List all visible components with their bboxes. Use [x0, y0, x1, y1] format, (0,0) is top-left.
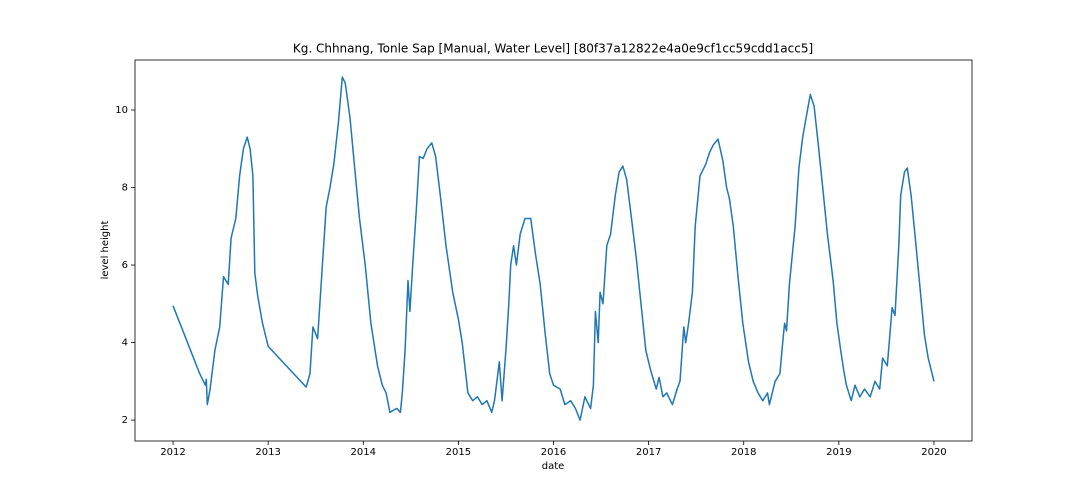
x-tick-label: 2012: [160, 447, 185, 458]
y-axis-label: level height: [100, 221, 111, 280]
x-tick-label: 2017: [636, 447, 661, 458]
x-tick-label: 2018: [731, 447, 756, 458]
x-tick-label: 2016: [541, 447, 566, 458]
y-tick-label: 6: [122, 260, 128, 271]
y-tick-label: 8: [122, 183, 128, 194]
chart-title: Kg. Chhnang, Tonle Sap [Manual, Water Le…: [293, 42, 813, 56]
y-tick-label: 10: [115, 105, 128, 116]
x-tick-label: 2019: [826, 447, 851, 458]
y-tick-label: 2: [122, 415, 128, 426]
data-line: [172, 76, 935, 421]
x-tick-label: 2015: [446, 447, 471, 458]
x-tick-label: 2020: [921, 447, 946, 458]
x-tick-label: 2013: [255, 447, 280, 458]
x-axis-label: date: [542, 461, 565, 472]
x-tick-label: 2014: [351, 447, 376, 458]
plot-frame: [134, 59, 973, 442]
y-tick-label: 4: [122, 338, 128, 349]
